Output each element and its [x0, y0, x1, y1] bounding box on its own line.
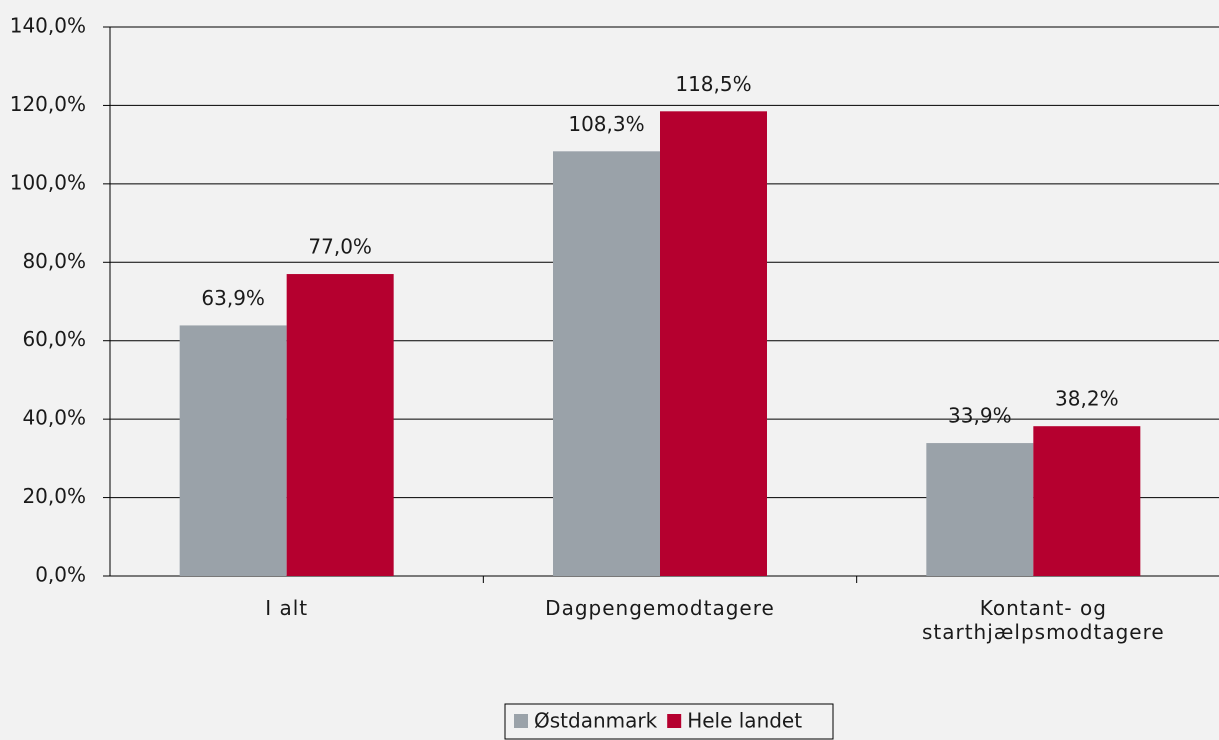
y-tick-label: 140,0% [10, 14, 86, 38]
legend-label: Hele landet [687, 709, 802, 733]
y-tick-label: 40,0% [22, 406, 86, 430]
bar [926, 443, 1034, 576]
y-tick-label: 0,0% [35, 563, 86, 587]
x-tick-label: I alt [265, 596, 309, 620]
data-label: 38,2% [1055, 387, 1119, 411]
x-tick-label: Kontant- og starthjælpsmodtagere [921, 596, 1165, 644]
data-label: 33,9% [948, 404, 1012, 428]
y-tick-label: 60,0% [22, 327, 86, 351]
data-label: 77,0% [308, 235, 372, 259]
bar [553, 151, 660, 577]
data-label: 108,3% [568, 112, 644, 136]
bar [660, 111, 767, 576]
y-tick-label: 20,0% [22, 484, 86, 508]
x-tick-label: Dagpengemodtagere [545, 596, 775, 620]
data-label: 118,5% [675, 72, 751, 96]
data-label: 63,9% [201, 286, 265, 310]
legend-swatch [514, 714, 528, 728]
bar [286, 274, 394, 576]
legend-swatch [667, 714, 682, 728]
bar [179, 325, 287, 576]
y-tick-label: 80,0% [22, 249, 86, 273]
y-tick-label: 120,0% [10, 92, 86, 116]
legend-box [504, 703, 834, 740]
y-tick-label: 100,0% [10, 170, 86, 194]
legend-label: Østdanmark [534, 709, 658, 733]
bar [1033, 426, 1141, 576]
